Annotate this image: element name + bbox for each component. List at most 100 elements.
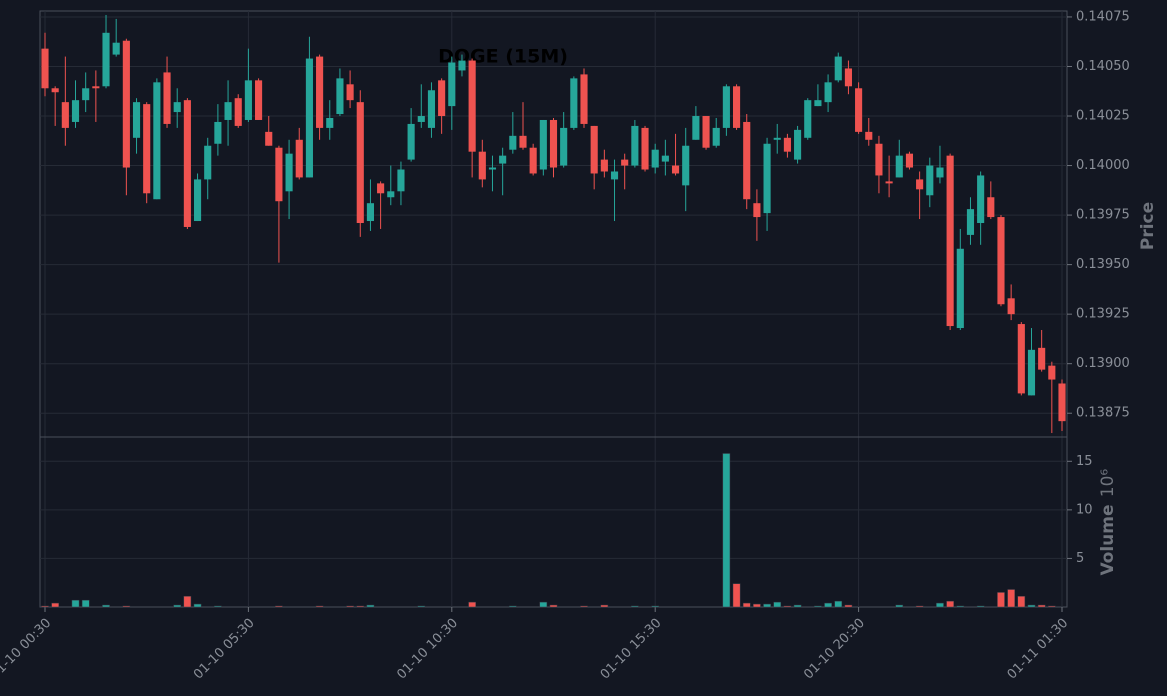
candle-body [397,169,405,192]
candle-body [529,147,537,174]
candle-body [295,139,303,178]
volume-bar [539,601,548,608]
volume-bar [956,605,965,608]
chart-title: DOGE (15M) [438,46,568,68]
candle-body [193,179,202,222]
candle-body [865,131,873,140]
candle-body [122,40,130,168]
candle-body [590,125,598,174]
volume-tick-label: 10 [1076,502,1093,517]
candle-body [51,88,59,93]
volume-bar [773,601,782,608]
candle-body [427,90,436,128]
candle-body [692,116,700,140]
candle-body [417,116,425,122]
candle-body [326,117,334,128]
volume-bar [1007,589,1015,608]
candle-body [478,151,486,180]
volume-bar [722,453,731,608]
candle-body [834,56,842,81]
volume-bar [936,602,944,608]
candle-body [316,56,324,128]
candle-body [560,127,568,166]
candle-body [458,60,466,71]
volume-bar [1027,604,1036,608]
volume-bar [834,600,843,608]
candle-body [936,167,944,178]
volume-bar [946,600,954,608]
volume-bar [81,599,90,608]
candle-body [743,121,751,200]
y-tick-label: 0.13900 [1076,356,1130,371]
x-tick-label: 01-10 20:30 [801,616,868,683]
x-tick-label: 01-10 05:30 [191,616,258,683]
plot-frame [39,10,1068,608]
candle-body [336,78,344,115]
volume-axis-label: Volume [1098,504,1118,575]
candle-body [824,82,832,103]
candle-body [1027,349,1036,396]
candle-body [275,147,283,202]
candle-body [244,80,252,120]
volume-bar [71,599,80,608]
volume-bar [193,603,202,608]
candle-body [794,129,802,160]
candle-body [966,209,975,235]
candle-body [234,98,242,126]
volume-bar [366,604,375,608]
candle-body [92,86,100,89]
x-tick-label: 01-10 00:30 [0,616,54,683]
volume-bar [600,604,609,608]
candle-body [285,153,293,192]
volume-bar [631,605,639,608]
candle-body [783,137,791,152]
y-tick-label: 0.13925 [1076,307,1130,322]
candle-body [82,88,90,101]
candle-body [132,102,141,138]
candle-body [214,121,222,144]
candle-body [71,100,80,122]
volume-scale-label: 10⁶ [1098,469,1118,498]
y-tick-label: 0.14050 [1076,59,1130,74]
volume-bar [417,605,426,608]
candle-body [163,72,171,124]
y-tick-label: 0.14000 [1076,158,1130,173]
volume-bar [549,604,558,608]
volume-bar [468,601,476,608]
volume-tick-label: 5 [1076,551,1084,566]
candle-body [377,183,385,194]
candle-body [224,102,232,120]
candle-body [926,165,934,196]
volume-tick-label: 15 [1076,454,1093,469]
candle-body [112,42,120,55]
candle-body [997,217,1005,305]
candle-body [804,100,812,138]
candle-body [956,248,964,329]
candle-body [600,159,608,172]
candle-body [844,68,852,87]
candle-body [265,131,273,146]
candle-body [255,80,263,120]
candle-body [305,58,313,178]
volume-bar [732,583,741,608]
candle-body [895,155,903,178]
candle-body [875,143,883,176]
y-tick-label: 0.13950 [1076,257,1130,272]
volume-bar [1037,604,1046,608]
candle-body [356,102,364,224]
candle-body [1007,298,1015,315]
volume-bar [356,605,365,608]
candle-body [183,100,191,227]
y-tick-label: 0.14025 [1076,109,1130,124]
volume-bar [183,596,192,608]
candle-body [1038,347,1046,370]
candle-body [987,197,995,218]
candle-body [702,116,710,148]
volume-bar [102,604,110,608]
candle-body [763,143,771,214]
candle-body [773,137,781,140]
candle-body [407,123,415,160]
volume-bar [814,605,822,608]
candle-body [885,181,893,184]
